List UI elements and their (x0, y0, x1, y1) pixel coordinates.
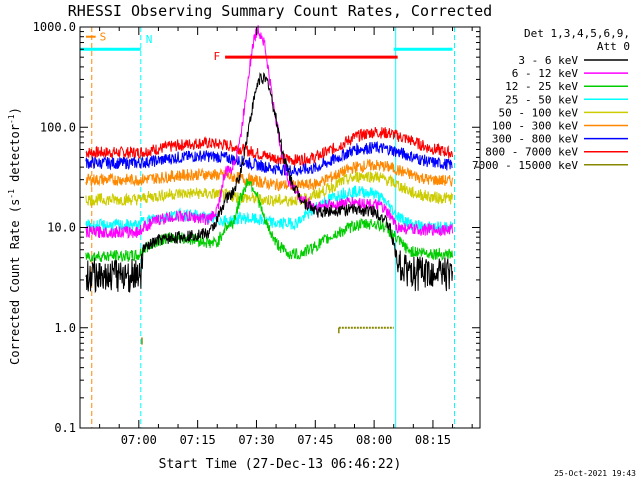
legend-item: 50 - 100 keV (499, 106, 628, 119)
legend-item: 12 - 25 keV (505, 80, 628, 93)
series-line (85, 25, 453, 239)
x-tick-label: 07:45 (297, 433, 333, 447)
series-line (85, 72, 453, 294)
legend-header-2: Att 0 (597, 40, 630, 53)
series-line (85, 141, 453, 177)
x-tick-label: 07:00 (121, 433, 157, 447)
series-50-100-kev (85, 171, 453, 208)
legend-item: 3 - 6 keV (518, 54, 628, 67)
x-tick-label: 07:30 (238, 433, 274, 447)
chart-title: RHESSI Observing Summary Count Rates, Co… (68, 2, 492, 20)
series-line (85, 127, 453, 167)
annotation-label: N (146, 33, 153, 46)
series-line (85, 178, 453, 263)
y-tick-label: 0.1 (54, 421, 76, 435)
legend-item: 7000 - 15000 keV (472, 159, 628, 172)
y-tick-label: 10.0 (47, 221, 76, 235)
legend-item: 300 - 800 keV (492, 133, 628, 146)
y-tick-label: 100.0 (40, 120, 76, 134)
legend-label: 7000 - 15000 keV (472, 159, 578, 172)
series-800-7000-kev (85, 127, 453, 167)
series-12-25-kev (85, 178, 453, 263)
series-6-12-kev (85, 25, 453, 239)
legend-item: 25 - 50 keV (505, 93, 628, 106)
legend-item: 100 - 300 keV (492, 120, 628, 133)
x-tick-label: 08:15 (415, 433, 451, 447)
annotation-f: F (213, 50, 398, 63)
series-3-6-kev (85, 72, 453, 294)
series-100-300-kev (85, 158, 453, 192)
legend-label: 800 - 7000 keV (485, 146, 578, 159)
legend-item: 6 - 12 keV (512, 67, 628, 80)
x-axis-label: Start Time (27-Dec-13 06:46:22) (159, 457, 402, 472)
y-tick-label: 1.0 (54, 321, 76, 335)
legend-item: 800 - 7000 keV (485, 146, 628, 159)
annotation-s: S (85, 31, 107, 44)
legend-label: 25 - 50 keV (505, 93, 578, 106)
legend-label: 6 - 12 keV (512, 67, 579, 80)
annotation-label: S (100, 31, 107, 44)
x-tick-label: 08:00 (356, 433, 392, 447)
series-line (85, 171, 453, 208)
annotation-label: F (213, 50, 220, 63)
legend-label: 3 - 6 keV (518, 54, 578, 67)
axes: 0.1 1.0 10.0 100.0 1000.0 07:00 07:15 07:30 07:4… (33, 20, 481, 447)
footer-timestamp: 25-Oct-2021 19:43 (554, 469, 636, 478)
series-line (85, 158, 453, 192)
plot-area: S N F (79, 25, 456, 428)
legend-header-1: Det 1,3,4,5,6,9, (524, 27, 630, 40)
series-7000-15000-kev (141, 326, 394, 345)
legend-label: 100 - 300 keV (492, 120, 578, 133)
legend-label: 50 - 100 keV (499, 106, 579, 119)
series-300-800-kev (85, 141, 453, 177)
x-tick-label: 07:15 (180, 433, 216, 447)
y-tick-label: 1000.0 (33, 20, 76, 34)
legend-label: 300 - 800 keV (492, 133, 578, 146)
legend-label: 12 - 25 keV (505, 80, 578, 93)
annotation-n: N (80, 33, 153, 51)
y-axis-label: Corrected Count Rate (s-1 detector-1) (7, 107, 22, 365)
